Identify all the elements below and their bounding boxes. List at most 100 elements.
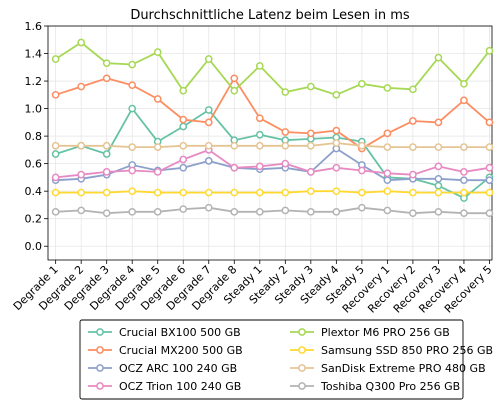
data-point — [281, 188, 290, 197]
data-point — [153, 168, 162, 176]
data-point — [179, 163, 188, 172]
data-point — [460, 96, 468, 105]
data-point — [383, 129, 392, 138]
data-point — [358, 141, 366, 150]
data-point — [485, 188, 494, 197]
data-point — [485, 143, 494, 151]
legend-swatch-marker — [298, 382, 306, 390]
legend-swatch-marker — [96, 346, 104, 354]
data-point — [128, 187, 137, 196]
data-point — [179, 188, 188, 197]
data-point — [128, 104, 137, 113]
legend-swatch-marker — [298, 364, 306, 372]
y-tick-label: 0.8 — [25, 130, 43, 143]
data-point — [255, 141, 264, 150]
data-point — [153, 48, 162, 57]
data-point — [255, 188, 264, 197]
data-point — [332, 126, 341, 135]
data-point — [306, 168, 315, 176]
data-point — [204, 106, 213, 114]
data-point — [51, 55, 60, 63]
data-point — [102, 209, 111, 218]
data-point — [179, 141, 188, 150]
series-line — [55, 76, 490, 150]
data-point — [255, 162, 264, 171]
data-point — [179, 205, 188, 213]
data-point — [51, 173, 60, 182]
legend-label: Crucial BX100 500 GB — [119, 326, 241, 339]
y-tick-label: 0.4 — [25, 185, 43, 198]
data-point — [409, 188, 417, 197]
data-point — [434, 174, 443, 183]
data-point — [409, 209, 417, 218]
plot-frame — [47, 25, 493, 261]
legend-box — [79, 319, 464, 400]
grid — [48, 25, 492, 260]
legend-label: OCZ ARC 100 240 GB — [119, 362, 237, 375]
data-point — [102, 141, 111, 150]
legend: Crucial BX100 500 GB Crucial MX200 500 GB… — [79, 319, 493, 400]
series-group — [51, 74, 494, 153]
data-point — [434, 162, 443, 171]
data-point — [306, 141, 315, 150]
data-point — [77, 82, 86, 91]
data-point — [281, 128, 290, 136]
legend-label: Toshiba Q300 Pro 256 GB — [320, 380, 460, 393]
data-point — [77, 188, 86, 197]
data-point — [409, 170, 417, 179]
data-point — [153, 207, 162, 216]
data-point — [332, 187, 341, 196]
data-point — [460, 209, 468, 218]
series-group — [51, 203, 494, 218]
data-point — [51, 207, 60, 216]
data-point — [255, 207, 264, 216]
y-tick-label: 1.2 — [25, 75, 43, 88]
data-point — [434, 207, 443, 216]
data-point — [281, 141, 290, 150]
data-point — [153, 95, 162, 103]
data-point — [204, 55, 213, 63]
data-point — [179, 155, 188, 164]
series-group — [51, 104, 494, 202]
chart-title: Durchschnittliche Latenz beim Lesen in m… — [130, 8, 410, 23]
data-point — [230, 163, 239, 172]
data-point — [306, 82, 315, 91]
data-point — [153, 143, 162, 151]
data-point — [255, 62, 264, 70]
data-point — [51, 150, 60, 158]
data-point — [358, 166, 366, 175]
data-point — [204, 188, 213, 197]
y-tick-label: 0.2 — [25, 213, 43, 226]
data-point — [204, 157, 213, 165]
data-point — [306, 187, 315, 196]
legend-label: Crucial MX200 500 GB — [119, 344, 243, 357]
data-point — [204, 141, 213, 150]
data-point — [460, 176, 468, 185]
data-point — [485, 176, 494, 185]
series-line — [55, 142, 490, 149]
data-point — [255, 114, 264, 123]
data-point — [77, 170, 86, 179]
data-point — [332, 163, 341, 172]
data-point — [409, 117, 417, 125]
data-point — [51, 188, 60, 197]
series-group — [51, 139, 494, 151]
data-point — [102, 150, 111, 158]
data-point — [383, 187, 392, 196]
data-point — [358, 188, 366, 197]
y-tick-label: 0.6 — [25, 158, 43, 171]
data-point — [102, 188, 111, 197]
data-point — [128, 60, 137, 69]
data-point — [77, 206, 86, 215]
legend-label: SanDisk Extreme PRO 480 GB — [321, 362, 486, 375]
data-point — [306, 129, 315, 138]
data-point — [102, 74, 111, 83]
data-point — [51, 90, 60, 99]
data-point — [460, 168, 468, 176]
data-point — [230, 188, 239, 197]
legend-swatch-marker — [298, 328, 306, 336]
y-tick-label: 0.0 — [25, 240, 43, 253]
legend-label: Samsung SSD 850 PRO 256 GB — [321, 344, 493, 357]
data-point — [306, 207, 315, 216]
